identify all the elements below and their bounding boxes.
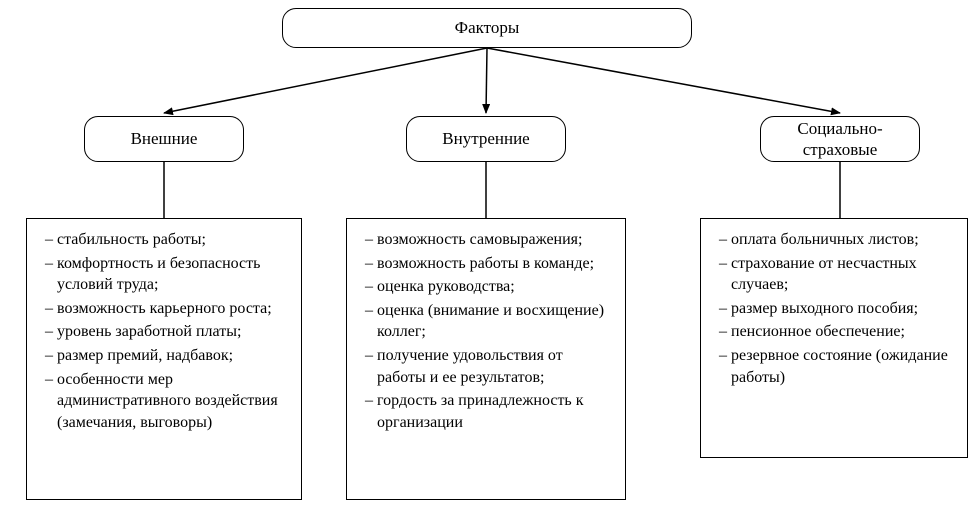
list-item: – резервное состояние (ожидание работы) [719,345,953,388]
category-node-external: Внешние [84,116,244,162]
arrow [164,48,487,113]
list-item: – оплата больничных листов; [719,229,953,251]
category-label: Социально-страховые [771,118,909,161]
root-node: Факторы [282,8,692,48]
list-item: – возможность работы в команде; [365,253,611,275]
list-item: – страхование от несчастных случаев; [719,253,953,296]
category-node-internal: Внутренние [406,116,566,162]
list-item: – особенности мер административного возд… [45,369,287,434]
list-item: – гордость за принадлежность к организац… [365,390,611,433]
arrow [487,48,840,113]
category-node-social: Социально-страховые [760,116,920,162]
list-item: – размер премий, надбавок; [45,345,287,367]
list-box-external: – стабильность работы; – комфортность и … [26,218,302,500]
list-item: – возможность самовыражения; [365,229,611,251]
root-label: Факторы [455,17,520,38]
list-box-internal: – возможность самовыражения; – возможнос… [346,218,626,500]
list-item: – комфортность и безопасность условий тр… [45,253,287,296]
list-item: – оценка руководства; [365,276,611,298]
category-label: Внутренние [442,128,529,149]
arrow [486,48,487,113]
list-box-social: – оплата больничных листов; – страховани… [700,218,968,458]
list-item: – размер выходного пособия; [719,298,953,320]
list-item: – пенсионное обеспечение; [719,321,953,343]
list-item: – получение удовольствия от работы и ее … [365,345,611,388]
list-item: – стабильность работы; [45,229,287,251]
list-item: – оценка (внимание и восхищение) коллег; [365,300,611,343]
list-item: – возможность карьерного роста; [45,298,287,320]
list-item: – уровень заработной платы; [45,321,287,343]
category-label: Внешние [131,128,198,149]
